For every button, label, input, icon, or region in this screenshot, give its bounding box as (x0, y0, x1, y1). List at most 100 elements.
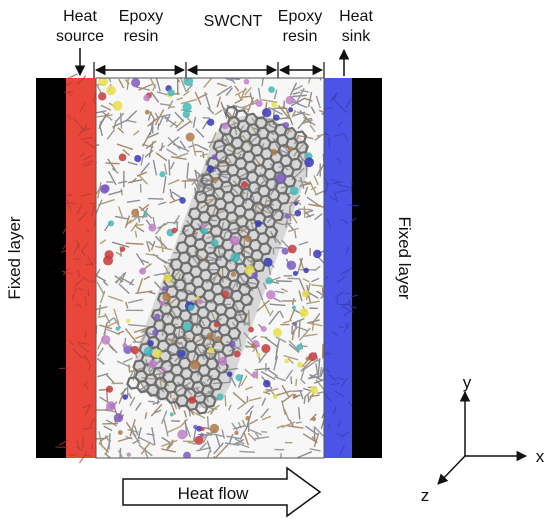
slab-bond (330, 330, 338, 337)
atom (103, 255, 114, 266)
atom (210, 239, 219, 247)
epoxy-bond (257, 87, 262, 100)
epoxy-bond (96, 281, 105, 295)
epoxy-bond (202, 431, 210, 444)
epoxy-bond (228, 217, 243, 223)
epoxy-bond (135, 402, 142, 411)
epoxy-bond (96, 144, 100, 147)
epoxy-bond (274, 376, 287, 382)
slab-bond (78, 343, 89, 353)
atom (310, 386, 319, 395)
epoxy-bond (129, 368, 135, 379)
slab-bond (328, 374, 337, 382)
epoxy-bond (160, 410, 168, 424)
epoxy-bond (306, 291, 319, 299)
epoxy-bond (115, 112, 125, 122)
epoxy-bond (225, 226, 240, 234)
epoxy-bond (140, 154, 145, 166)
epoxy-bond (116, 143, 134, 151)
epoxy-bond (306, 321, 323, 327)
slab-bond (340, 218, 349, 224)
slab-bond (337, 183, 350, 189)
epoxy-bond (97, 347, 104, 357)
atom (161, 367, 166, 372)
atom (299, 308, 309, 318)
epoxy-bond (144, 149, 154, 158)
epoxy-bond (153, 281, 165, 293)
epoxy-bond (261, 415, 272, 421)
epoxy-bond (174, 111, 185, 122)
atom (122, 342, 128, 348)
slab-bond (82, 380, 89, 387)
atom (285, 95, 295, 105)
epoxy-bond (176, 97, 184, 101)
epoxy-right-label-line1: Epoxy (278, 8, 322, 25)
atom (147, 340, 154, 347)
slab-bond (336, 377, 345, 381)
slab-bond (340, 269, 348, 275)
epoxy-bond (215, 434, 221, 447)
epoxy-bond (99, 239, 107, 245)
epoxy-bond (206, 440, 212, 453)
epoxy-bond (302, 278, 310, 283)
epoxy-bond (147, 118, 158, 127)
atom (235, 374, 243, 382)
epoxy-bond (266, 368, 279, 378)
epoxy-bond (129, 366, 146, 373)
epoxy-bond (96, 110, 107, 114)
atom (159, 171, 166, 178)
slab-bond (85, 263, 95, 266)
epoxy-bond (104, 435, 110, 441)
coordinate-axes: y x z (421, 373, 545, 505)
epoxy-bond (273, 89, 278, 100)
epoxy-bond (146, 241, 151, 252)
epoxy-bond (301, 119, 313, 125)
epoxy-bond (135, 253, 145, 266)
atom (313, 249, 322, 259)
epoxy-bond (159, 236, 164, 253)
slab-bond (90, 443, 94, 450)
atom (105, 401, 116, 411)
slab-bond (79, 451, 88, 464)
epoxy-bond (175, 152, 189, 159)
atom (292, 270, 298, 276)
slab-bond (340, 377, 348, 387)
epoxy-bond (206, 255, 217, 260)
epoxy-bond (106, 328, 121, 336)
slab-bond (66, 194, 73, 197)
epoxy-bond (108, 433, 111, 450)
epoxy-bond (216, 85, 233, 97)
slab-bond (60, 250, 67, 253)
epoxy-bond (138, 436, 155, 446)
slab-bond (84, 330, 87, 339)
atom (177, 349, 186, 358)
slab-bond (326, 218, 332, 229)
slab-bond (343, 306, 354, 313)
epoxy-bond (243, 280, 257, 285)
epoxy-bond (261, 78, 264, 87)
epoxy-bond (281, 421, 296, 429)
epoxy-bond (300, 182, 312, 187)
epoxy-bond (244, 386, 254, 391)
epoxy-bond (107, 158, 117, 171)
slab-bond (80, 193, 91, 197)
epoxy-bond (100, 104, 112, 111)
epoxy-bond (169, 161, 175, 170)
atom (200, 227, 208, 235)
epoxy-bond (295, 421, 302, 424)
epoxy-bond (248, 428, 262, 436)
epoxy-bond (160, 142, 164, 152)
epoxy-bond (300, 358, 314, 372)
epoxy-bond (171, 309, 179, 321)
epoxy-bond (172, 398, 178, 410)
atom (263, 379, 271, 388)
atom (208, 347, 215, 354)
epoxy-bond (155, 222, 166, 235)
slab-bond (82, 154, 93, 161)
epoxy-bond (303, 333, 318, 337)
epoxy-bond (303, 396, 306, 404)
atom (234, 430, 239, 435)
slab-bond (65, 82, 73, 87)
slab-bond (58, 439, 70, 446)
epoxy-bond (290, 98, 305, 107)
